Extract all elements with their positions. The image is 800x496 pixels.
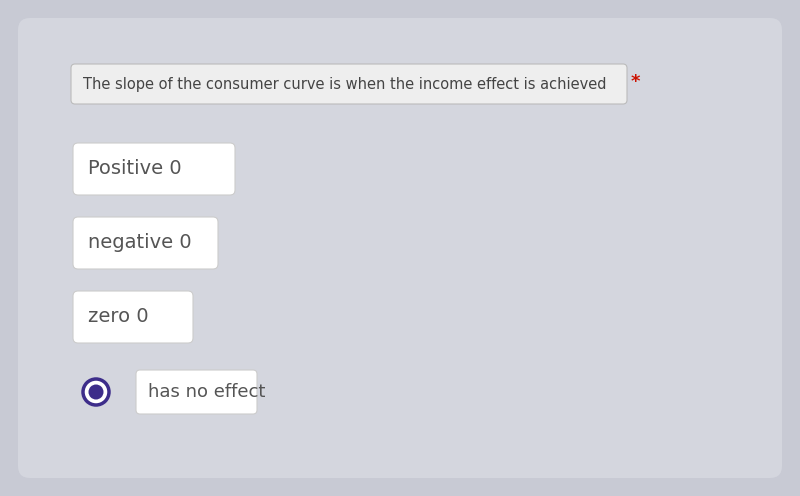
FancyBboxPatch shape: [18, 18, 782, 478]
Text: zero 0: zero 0: [88, 308, 149, 326]
Text: negative 0: negative 0: [88, 234, 192, 252]
FancyBboxPatch shape: [73, 217, 218, 269]
FancyBboxPatch shape: [136, 370, 257, 414]
Text: *: *: [631, 73, 641, 91]
Circle shape: [83, 379, 109, 405]
FancyBboxPatch shape: [71, 64, 627, 104]
Text: The slope of the consumer curve is when the income effect is achieved: The slope of the consumer curve is when …: [83, 76, 606, 91]
Circle shape: [89, 384, 103, 399]
FancyBboxPatch shape: [73, 143, 235, 195]
Text: Positive 0: Positive 0: [88, 160, 182, 179]
FancyBboxPatch shape: [73, 291, 193, 343]
Text: has no effect: has no effect: [148, 383, 266, 401]
Circle shape: [83, 379, 109, 405]
